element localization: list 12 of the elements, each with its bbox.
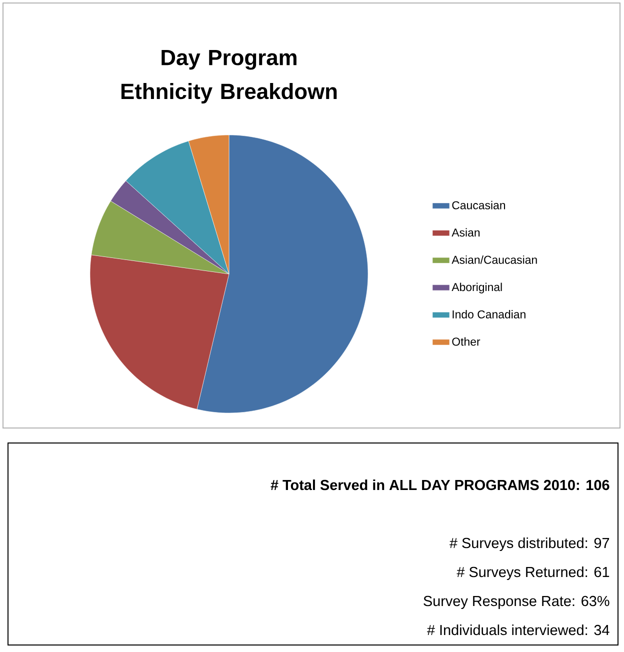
legend-label: Other (452, 337, 480, 346)
text: # Surveys Returned: 61 (456, 566, 610, 580)
text: # Total Served in ALL DAY PROGRAMS 2010: 106 (270, 480, 610, 490)
chart-title: Day Program Ethnicity Breakdown (121, 50, 337, 104)
text: # Individuals interviewed: 34 (427, 624, 610, 636)
text: # Surveys distributed: 97 (450, 538, 610, 551)
text: Survey Response Rate: 63% (424, 596, 610, 609)
legend-label: Asian/Caucasian (452, 255, 537, 264)
legend-label: Aboriginal (452, 282, 502, 294)
legend-label: Caucasian (452, 200, 506, 210)
legend-label: Asian (452, 228, 480, 237)
legend-label: Indo Canadian (452, 310, 526, 318)
